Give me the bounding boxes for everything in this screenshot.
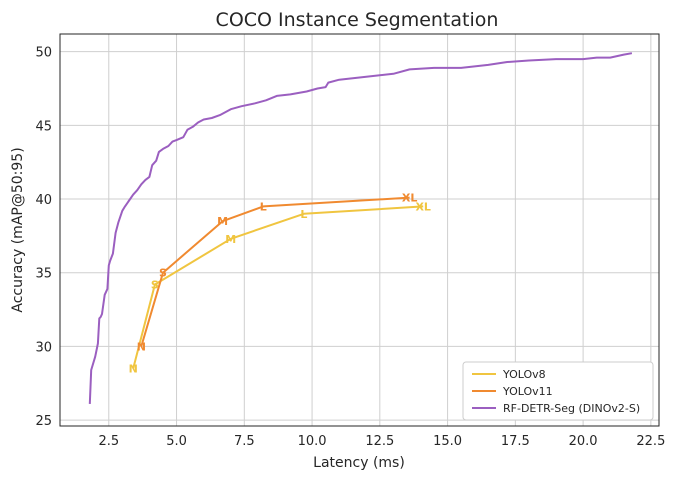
x-tick-label: 10.0 [298, 434, 327, 449]
y-tick-label: 35 [35, 267, 52, 282]
x-tick-label: 7.5 [234, 434, 255, 449]
legend-entry: YOLOv8 [502, 368, 546, 381]
y-tick-label: 25 [35, 414, 52, 429]
series-group [88, 52, 633, 404]
series-line-1 [140, 196, 410, 347]
grid [60, 34, 659, 426]
plot-frame [59, 33, 660, 427]
x-tick-label: 20.0 [569, 434, 598, 449]
point-label: M [225, 233, 236, 246]
y-axis-ticks: 25 30 35 40 45 50 [35, 46, 52, 429]
y-tick-label: 40 [35, 193, 52, 208]
legend: YOLOv8 YOLOv11 RF-DETR-Seg (DINOv2-S) [462, 361, 654, 421]
x-axis-label: Latency (ms) [313, 455, 405, 471]
series-line-0 [132, 205, 424, 369]
x-tick-label: 17.5 [501, 434, 530, 449]
y-tick-label: 30 [35, 340, 52, 355]
y-tick-label: 45 [35, 119, 52, 134]
y-tick-label: 50 [35, 46, 52, 61]
x-tick-label: 5.0 [166, 434, 187, 449]
point-label: XL [402, 192, 418, 205]
x-tick-label: 2.5 [98, 434, 119, 449]
point-label: N [137, 340, 146, 353]
legend-box [462, 361, 654, 421]
point-label: S [151, 279, 159, 292]
point-label: S [159, 267, 167, 280]
point-label: L [260, 200, 267, 213]
y-axis-label: Accuracy (mAP@50:95) [10, 147, 26, 312]
point-label: L [300, 208, 307, 221]
x-tick-label: 12.5 [365, 434, 394, 449]
x-axis-ticks: 2.5 5.0 7.5 10.0 12.5 15.0 17.5 20.0 22.5 [98, 434, 665, 449]
x-tick-label: 22.5 [636, 434, 665, 449]
point-label: N [129, 363, 138, 376]
chart-title: COCO Instance Segmentation [216, 9, 499, 31]
x-tick-label: 15.0 [433, 434, 462, 449]
series-line-2 [88, 52, 633, 404]
legend-entry: RF-DETR-Seg (DINOv2-S) [503, 402, 640, 415]
point-labels: N S M L XL N S M L XL [129, 192, 431, 376]
point-label: M [217, 215, 228, 228]
point-label: XL [415, 200, 431, 213]
legend-entry: YOLOv11 [502, 385, 553, 398]
